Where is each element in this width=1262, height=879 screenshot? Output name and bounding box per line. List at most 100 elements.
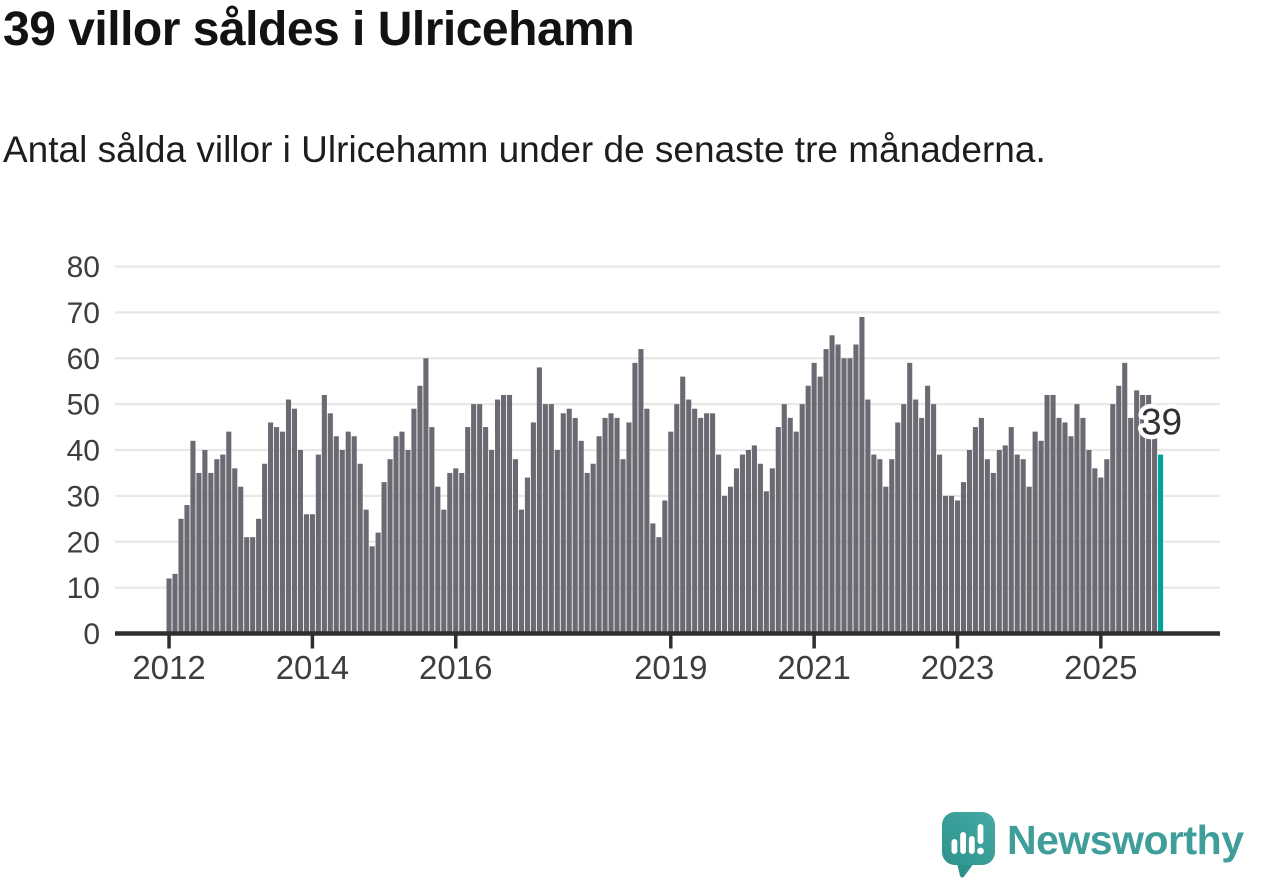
bar [274,427,280,634]
bar [1086,450,1092,634]
bar [781,404,787,634]
bar [751,445,757,634]
bar [196,472,202,634]
bar [853,344,859,634]
bar [793,431,799,634]
bar [1104,459,1110,634]
y-axis-labels: 0 10 20 30 40 50 60 70 80 [67,251,100,651]
x-tick-label: 2016 [419,649,492,686]
bar [309,514,315,634]
y-tick-label: 0 [83,618,100,651]
y-tick-label: 80 [67,251,100,284]
bar [680,376,686,634]
bar [954,500,961,634]
bar [214,459,220,634]
newsworthy-logo-icon [942,812,995,878]
bar [787,417,793,634]
bar [710,413,716,634]
bar [524,477,530,634]
bar [727,486,734,634]
bar [477,404,483,634]
bar [990,472,996,634]
bar [590,463,596,634]
bar [471,404,477,634]
highlight-value-label: 39 [1141,402,1182,443]
highlight-bar [1158,454,1164,634]
bar [411,408,417,634]
bar [841,358,847,634]
bar [662,500,668,634]
bar [644,408,650,634]
bar [739,454,746,634]
bar [745,450,751,634]
bar [315,454,321,634]
logo-barchart-glyph [951,824,984,855]
bar [799,404,805,634]
bar [901,404,907,634]
bar [1110,404,1116,634]
bar [465,427,471,634]
y-tick-label: 50 [67,389,100,422]
bar [1122,362,1128,634]
bar [692,408,698,634]
bar [285,399,292,634]
bar [686,399,692,634]
bar [202,450,208,634]
bar [614,417,620,634]
bar [1026,486,1032,634]
bar [847,358,853,634]
bar [960,482,967,634]
bar [919,417,925,634]
bar [572,417,578,634]
bar [942,495,949,634]
bar [931,404,937,634]
bar [638,349,644,634]
bar [166,578,172,634]
logo-bubble [942,812,995,865]
x-tick-label: 2025 [1064,649,1137,686]
bars [166,316,1164,634]
bar [393,436,399,634]
bar [763,491,769,634]
bar [1074,404,1080,634]
bar [423,358,429,634]
y-tick-label: 20 [67,526,100,559]
bar [238,486,244,634]
bar [817,376,823,634]
newsworthy-branding: Newsworthy [941,809,1262,879]
bar [447,472,453,634]
bar [1080,417,1086,634]
chart-subtitle: Antal sålda villor i Ulricehamn under de… [3,129,1046,170]
bar [895,422,901,634]
bar [865,399,871,634]
bar [441,509,447,634]
bar [1062,422,1068,634]
bar [1152,431,1158,634]
bar [530,422,536,634]
bar [925,385,931,634]
bar [835,344,841,634]
bar [459,472,465,634]
y-tick-label: 60 [67,343,100,376]
bar [303,514,309,634]
bar [536,367,542,634]
bar [978,417,984,634]
y-tick-label: 10 [67,572,100,605]
bar [495,399,501,634]
bar [190,440,196,634]
bar [405,450,411,634]
x-tick-label: 2023 [921,649,994,686]
bar [632,362,638,634]
bar [417,385,423,634]
bar [369,546,375,634]
bar [626,422,632,634]
logo-bubble-tail [957,863,974,878]
bar [769,468,775,634]
bar [250,537,256,634]
bar [650,523,656,634]
bar [656,537,662,634]
bar [375,532,381,634]
bar [877,459,883,634]
bar [733,468,740,634]
